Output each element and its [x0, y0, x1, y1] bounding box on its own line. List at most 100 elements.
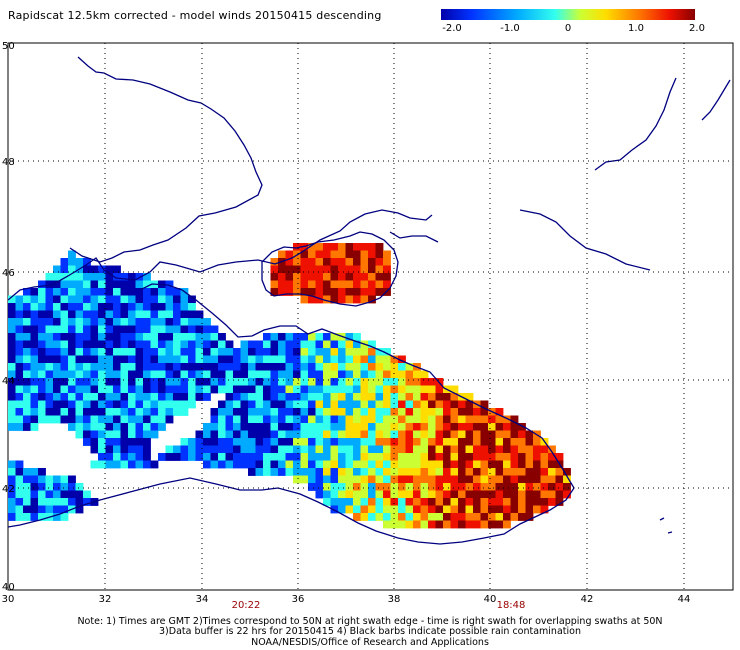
- wind-cell: [315, 273, 324, 281]
- wind-cell: [120, 303, 129, 311]
- wind-cell: [90, 265, 99, 274]
- wind-cell: [420, 460, 429, 469]
- wind-cell: [105, 415, 114, 424]
- wind-cell: [233, 378, 241, 386]
- wind-cell: [143, 385, 151, 394]
- wind-cell: [8, 295, 16, 304]
- wind-cell: [428, 393, 436, 401]
- wind-cell: [405, 453, 414, 461]
- wind-cell: [398, 355, 406, 364]
- wind-cell: [330, 475, 339, 484]
- longitude-labels: 30 32 34 36 38 40 42 44: [2, 594, 691, 605]
- wind-cell: [195, 333, 204, 341]
- wind-cell: [270, 340, 279, 349]
- wind-cell: [90, 310, 99, 319]
- wind-cell: [330, 265, 339, 274]
- wind-cell: [255, 370, 264, 379]
- wind-cell: [120, 378, 129, 386]
- wind-cell: [308, 340, 316, 349]
- wind-cell: [173, 363, 181, 371]
- wind-cell: [353, 400, 361, 409]
- wind-cell: [473, 423, 481, 431]
- wind-cell: [45, 273, 54, 281]
- wind-cell: [330, 498, 339, 506]
- wind-cell: [420, 430, 429, 439]
- wind-cell: [383, 370, 391, 379]
- wind-cell: [173, 333, 181, 341]
- wind-cell: [390, 438, 399, 446]
- wind-cell: [270, 378, 279, 386]
- wind-cell: [375, 273, 384, 281]
- wind-cell: [105, 378, 114, 386]
- wind-cell: [15, 325, 24, 334]
- wind-cell: [53, 475, 61, 484]
- wind-cell: [180, 445, 189, 454]
- wind-cell: [413, 483, 421, 491]
- wind-cell: [345, 430, 354, 439]
- wind-cell: [128, 318, 136, 326]
- wind-cell: [135, 370, 144, 379]
- wind-cell: [38, 408, 46, 416]
- wind-cell: [338, 415, 346, 424]
- wind-cell: [105, 453, 114, 461]
- wind-cell: [83, 280, 91, 289]
- wind-cell: [308, 288, 316, 296]
- wind-cell: [150, 393, 159, 401]
- wind-cell: [390, 460, 399, 469]
- wind-cell: [488, 415, 496, 424]
- wind-cell: [233, 415, 241, 424]
- wind-cell: [120, 340, 129, 349]
- wind-cell: [473, 438, 481, 446]
- wind-cell: [293, 280, 301, 289]
- wind-cell: [525, 498, 534, 506]
- wind-cell: [308, 423, 316, 431]
- wind-cell: [555, 483, 564, 491]
- wind-cell: [330, 490, 339, 499]
- wind-cell: [83, 408, 91, 416]
- wind-cell: [180, 340, 189, 349]
- wind-cell: [150, 325, 159, 334]
- wind-cell: [405, 513, 414, 521]
- wind-cell: [8, 325, 16, 334]
- wind-cell: [225, 393, 234, 401]
- wind-cell: [113, 303, 121, 311]
- wind-cell: [308, 243, 316, 251]
- wind-cell: [450, 438, 459, 446]
- wind-cell: [300, 430, 309, 439]
- wind-cell: [435, 483, 444, 491]
- wind-cell: [360, 453, 369, 461]
- wind-cell: [375, 258, 384, 266]
- wind-cell: [15, 303, 24, 311]
- wind-cell: [225, 415, 234, 424]
- wind-cell: [270, 400, 279, 409]
- wind-cell: [75, 318, 84, 326]
- wind-cell: [330, 243, 339, 251]
- wind-cell: [173, 310, 181, 319]
- wind-cell: [473, 468, 481, 476]
- wind-cell: [345, 393, 354, 401]
- wind-cell: [143, 400, 151, 409]
- wind-cell: [188, 318, 196, 326]
- wind-cell: [233, 355, 241, 364]
- wind-cell: [353, 333, 361, 341]
- wind-cell: [413, 378, 421, 386]
- wind-cell: [413, 520, 421, 529]
- wind-cell: [23, 370, 31, 379]
- wind-cell: [15, 400, 24, 409]
- wind-cell: [465, 490, 474, 499]
- wind-cell: [83, 400, 91, 409]
- wind-cell: [105, 273, 114, 281]
- wind-cell: [135, 438, 144, 446]
- wind-cell: [480, 460, 489, 469]
- wind-cell: [8, 363, 16, 371]
- wind-cell: [548, 498, 556, 506]
- wind-cell: [548, 490, 556, 499]
- wind-cell: [203, 363, 211, 371]
- wind-cell: [270, 445, 279, 454]
- wind-cell: [375, 393, 384, 401]
- wind-cell: [23, 303, 31, 311]
- wind-cell: [120, 385, 129, 394]
- wind-cell: [225, 423, 234, 431]
- wind-cell: [263, 445, 271, 454]
- wind-cell: [405, 520, 414, 529]
